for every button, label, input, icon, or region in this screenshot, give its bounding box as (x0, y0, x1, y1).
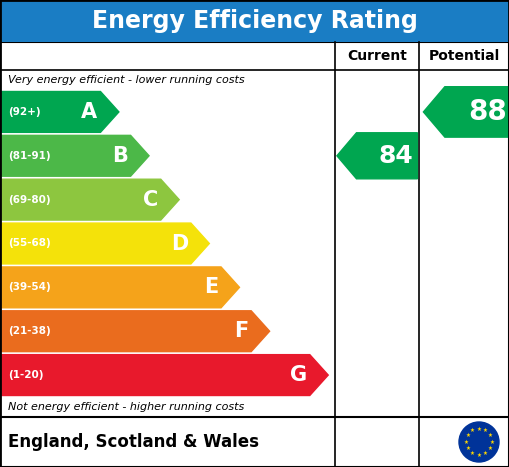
Text: ★: ★ (465, 433, 470, 438)
Text: (39-54): (39-54) (8, 283, 51, 292)
Text: D: D (171, 234, 188, 254)
Bar (0, 0, 509, 42)
Text: A: A (81, 102, 98, 122)
Text: B: B (112, 146, 128, 166)
Polygon shape (2, 92, 119, 132)
Text: G: G (290, 365, 307, 385)
Text: Not energy efficient - higher running costs: Not energy efficient - higher running co… (8, 402, 244, 412)
Text: ★: ★ (490, 439, 494, 445)
Polygon shape (2, 311, 270, 352)
Polygon shape (2, 354, 328, 396)
Text: E: E (204, 277, 218, 297)
Text: (92+): (92+) (8, 107, 41, 117)
Text: ★: ★ (470, 451, 475, 456)
Polygon shape (2, 135, 149, 176)
Text: Very energy efficient - lower running costs: Very energy efficient - lower running co… (8, 75, 245, 85)
Text: ★: ★ (476, 426, 482, 432)
Text: (55-68): (55-68) (8, 239, 51, 248)
Circle shape (459, 422, 499, 462)
Text: Current: Current (347, 49, 407, 63)
Text: (81-91): (81-91) (8, 151, 50, 161)
Text: ★: ★ (483, 428, 488, 433)
Text: (1-20): (1-20) (8, 370, 43, 380)
Polygon shape (2, 223, 209, 264)
Text: ★: ★ (476, 453, 482, 458)
Polygon shape (2, 179, 179, 220)
Polygon shape (423, 87, 509, 137)
Text: (69-80): (69-80) (8, 195, 50, 205)
Text: England, Scotland & Wales: England, Scotland & Wales (8, 433, 259, 451)
Polygon shape (2, 267, 239, 308)
Text: ★: ★ (470, 428, 475, 433)
Text: ★: ★ (488, 446, 493, 451)
Text: ★: ★ (483, 451, 488, 456)
Text: Energy Efficiency Rating: Energy Efficiency Rating (92, 9, 417, 33)
Text: 84: 84 (379, 144, 413, 168)
Text: ★: ★ (464, 439, 468, 445)
Text: ★: ★ (488, 433, 493, 438)
Text: F: F (234, 321, 248, 341)
Polygon shape (337, 133, 417, 179)
Text: ★: ★ (465, 446, 470, 451)
Text: (21-38): (21-38) (8, 326, 51, 336)
Text: C: C (143, 190, 158, 210)
Text: 88: 88 (468, 98, 507, 126)
Text: Potential: Potential (429, 49, 500, 63)
